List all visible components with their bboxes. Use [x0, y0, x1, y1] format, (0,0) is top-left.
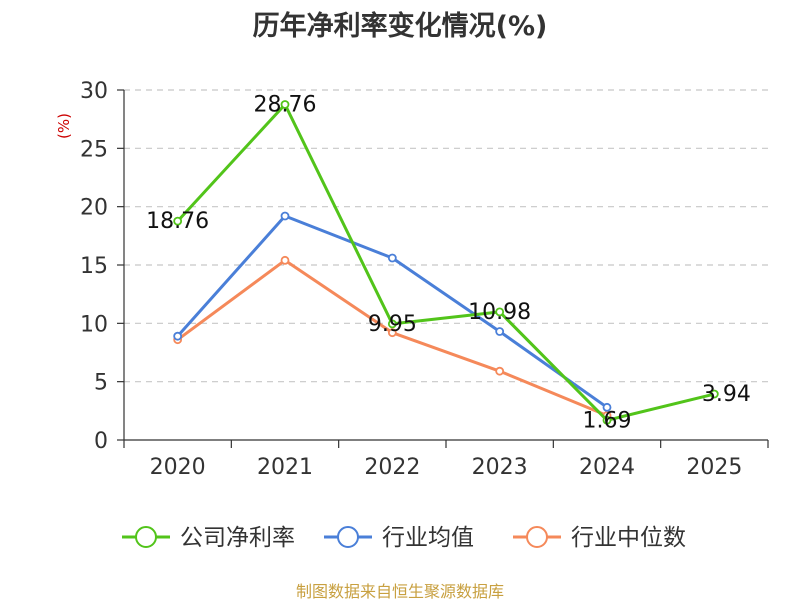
data-point: [280, 211, 290, 221]
series-line: [176, 258, 608, 417]
x-tick-label: 2022: [364, 455, 420, 480]
x-tick-label: 2020: [150, 455, 206, 480]
data-label: 18.76: [146, 209, 209, 234]
data-label: 3.94: [702, 382, 751, 407]
x-tick-label: 2021: [257, 455, 313, 480]
legend-item[interactable]: 行业均值: [324, 525, 474, 551]
data-point: [280, 255, 290, 265]
x-tick-label: 2023: [472, 455, 528, 480]
series-line: [176, 102, 715, 422]
data-point: [495, 307, 505, 317]
legend-item[interactable]: 行业中位数: [513, 525, 686, 551]
data-point: [709, 389, 719, 399]
legend-label: 行业中位数: [571, 525, 686, 551]
data-label: 10.98: [468, 300, 531, 325]
data-point: [495, 366, 505, 376]
data-point: [387, 319, 397, 329]
legend-marker-icon: [337, 526, 359, 548]
legend-label: 行业均值: [382, 525, 474, 551]
data-label: 9.95: [368, 312, 417, 337]
data-point: [602, 415, 612, 425]
legend-marker-icon: [526, 526, 548, 548]
y-axis-label: (%): [55, 113, 73, 139]
data-label: 1.69: [583, 408, 632, 433]
y-tick-label: 5: [94, 371, 108, 396]
y-tick-label: 25: [80, 137, 108, 162]
legend-marker-icon: [135, 526, 157, 548]
grid-lines: [124, 89, 768, 383]
series-lines: [173, 100, 719, 425]
data-point: [173, 331, 183, 341]
data-point: [387, 328, 397, 338]
data-point: [387, 253, 397, 263]
y-tick-label: 20: [80, 196, 108, 221]
legend-label: 公司净利率: [180, 525, 295, 551]
legend: 公司净利率 行业均值 行业中位数: [122, 525, 686, 551]
data-point: [173, 216, 183, 226]
y-tick-label: 15: [80, 254, 108, 279]
data-label: 28.76: [254, 92, 317, 117]
y-tick-label: 30: [80, 79, 108, 104]
y-tick-label: 10: [80, 312, 108, 337]
x-tick-label: 2024: [579, 455, 635, 480]
source-note: 制图数据来自恒生聚源数据库: [295, 582, 504, 601]
data-point: [602, 402, 612, 412]
data-labels: 18.76 28.76 9.95 10.98 1.69 3.94: [146, 92, 751, 433]
x-tick-label: 2025: [686, 455, 742, 480]
data-point: [280, 100, 290, 109]
y-tick-label: 0: [94, 429, 108, 454]
data-point: [495, 327, 505, 336]
legend-item[interactable]: 公司净利率: [122, 525, 295, 551]
chart-title: 历年净利率变化情况(%): [252, 11, 548, 42]
